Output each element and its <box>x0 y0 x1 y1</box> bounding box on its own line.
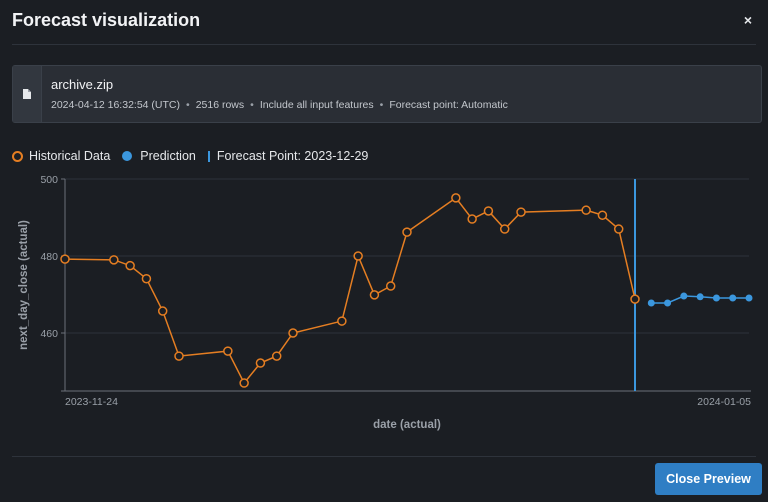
historical-point[interactable] <box>369 290 380 300</box>
historical-point[interactable] <box>402 227 412 237</box>
hollow-circle-icon <box>12 150 23 162</box>
forecast-chart[interactable]: 460 480 500 2023-11-24 2024-01-05 date (actua… <box>0 170 768 440</box>
y-axis-label: next_day_close (actual) <box>18 220 30 350</box>
historical-point[interactable] <box>499 224 510 234</box>
file-icon <box>23 89 31 99</box>
prediction-point[interactable] <box>729 294 737 302</box>
historical-point[interactable] <box>385 281 396 291</box>
prediction-point[interactable] <box>647 299 655 307</box>
historical-point[interactable] <box>223 346 233 356</box>
legend-forecast-point: Forecast Point: 2023-12-29 <box>207 149 369 163</box>
file-icon-box <box>13 66 42 122</box>
y-tick-label: 480 <box>40 251 58 263</box>
legend-forecast-point-label: Forecast Point: 2023-12-29 <box>216 149 369 163</box>
meta-separator: • <box>250 99 254 111</box>
dataset-meta: 2024-04-12 16:32:54 (UTC) • 2516 rows • Incl… <box>51 99 508 111</box>
prediction-point[interactable] <box>664 299 672 307</box>
legend-historical[interactable]: Historical Data <box>12 149 110 163</box>
historical-point[interactable] <box>613 224 624 234</box>
y-tick-label: 460 <box>40 328 58 340</box>
meta-rows: 2516 rows <box>195 99 245 111</box>
dialog-title: Forecast visualization <box>12 10 201 30</box>
prediction-point[interactable] <box>745 294 753 302</box>
prediction-point[interactable] <box>680 292 688 300</box>
prediction-point[interactable] <box>712 294 720 302</box>
historical-point[interactable] <box>337 316 347 326</box>
prediction-point[interactable] <box>696 293 704 301</box>
meta-features: Include all input features <box>259 99 374 111</box>
historical-point[interactable] <box>271 351 282 361</box>
header-divider <box>12 44 756 45</box>
historical-point[interactable] <box>516 207 526 217</box>
historical-point[interactable] <box>125 260 135 271</box>
x-tick-label: 2023-11-24 <box>65 396 118 408</box>
historical-point[interactable] <box>109 255 119 265</box>
historical-point[interactable] <box>630 294 640 304</box>
historical-line <box>64 196 636 385</box>
historical-point[interactable] <box>483 206 494 216</box>
dataset-name: archive.zip <box>51 77 114 92</box>
legend-prediction[interactable]: Prediction <box>122 149 196 163</box>
meta-forecast-point: Forecast point: Automatic <box>389 99 508 111</box>
x-axis-label: date (actual) <box>373 419 441 431</box>
historical-point[interactable] <box>597 210 608 220</box>
chart-legend: Historical Data Prediction Forecast Poin… <box>12 148 380 164</box>
historical-point[interactable] <box>174 351 184 361</box>
filled-circle-icon <box>122 151 133 161</box>
close-preview-button[interactable]: Close Preview <box>655 463 762 495</box>
dataset-card: archive.zip 2024-04-12 16:32:54 (UTC) • 25… <box>12 65 762 123</box>
meta-timestamp: 2024-04-12 16:32:54 (UTC) <box>51 99 180 111</box>
vertical-line-icon <box>207 150 210 162</box>
historical-point[interactable] <box>239 378 249 388</box>
y-tick-label: 500 <box>40 174 58 186</box>
dialog-header: Forecast visualization × <box>0 0 768 44</box>
historical-point[interactable] <box>451 193 461 203</box>
legend-historical-label: Historical Data <box>29 149 111 163</box>
historical-point[interactable] <box>581 205 591 215</box>
historical-point[interactable] <box>467 214 477 224</box>
historical-point[interactable] <box>255 358 266 368</box>
legend-prediction-label: Prediction <box>140 149 196 163</box>
historical-point[interactable] <box>157 306 168 316</box>
meta-separator: • <box>186 99 190 111</box>
close-icon[interactable]: × <box>743 12 752 28</box>
historical-point[interactable] <box>288 328 298 338</box>
x-tick-label: 2024-01-05 <box>697 396 751 408</box>
meta-separator: • <box>379 99 384 111</box>
historical-point[interactable] <box>60 254 70 264</box>
historical-point[interactable] <box>141 273 152 284</box>
footer-divider <box>12 456 756 457</box>
historical-point[interactable] <box>353 251 363 261</box>
